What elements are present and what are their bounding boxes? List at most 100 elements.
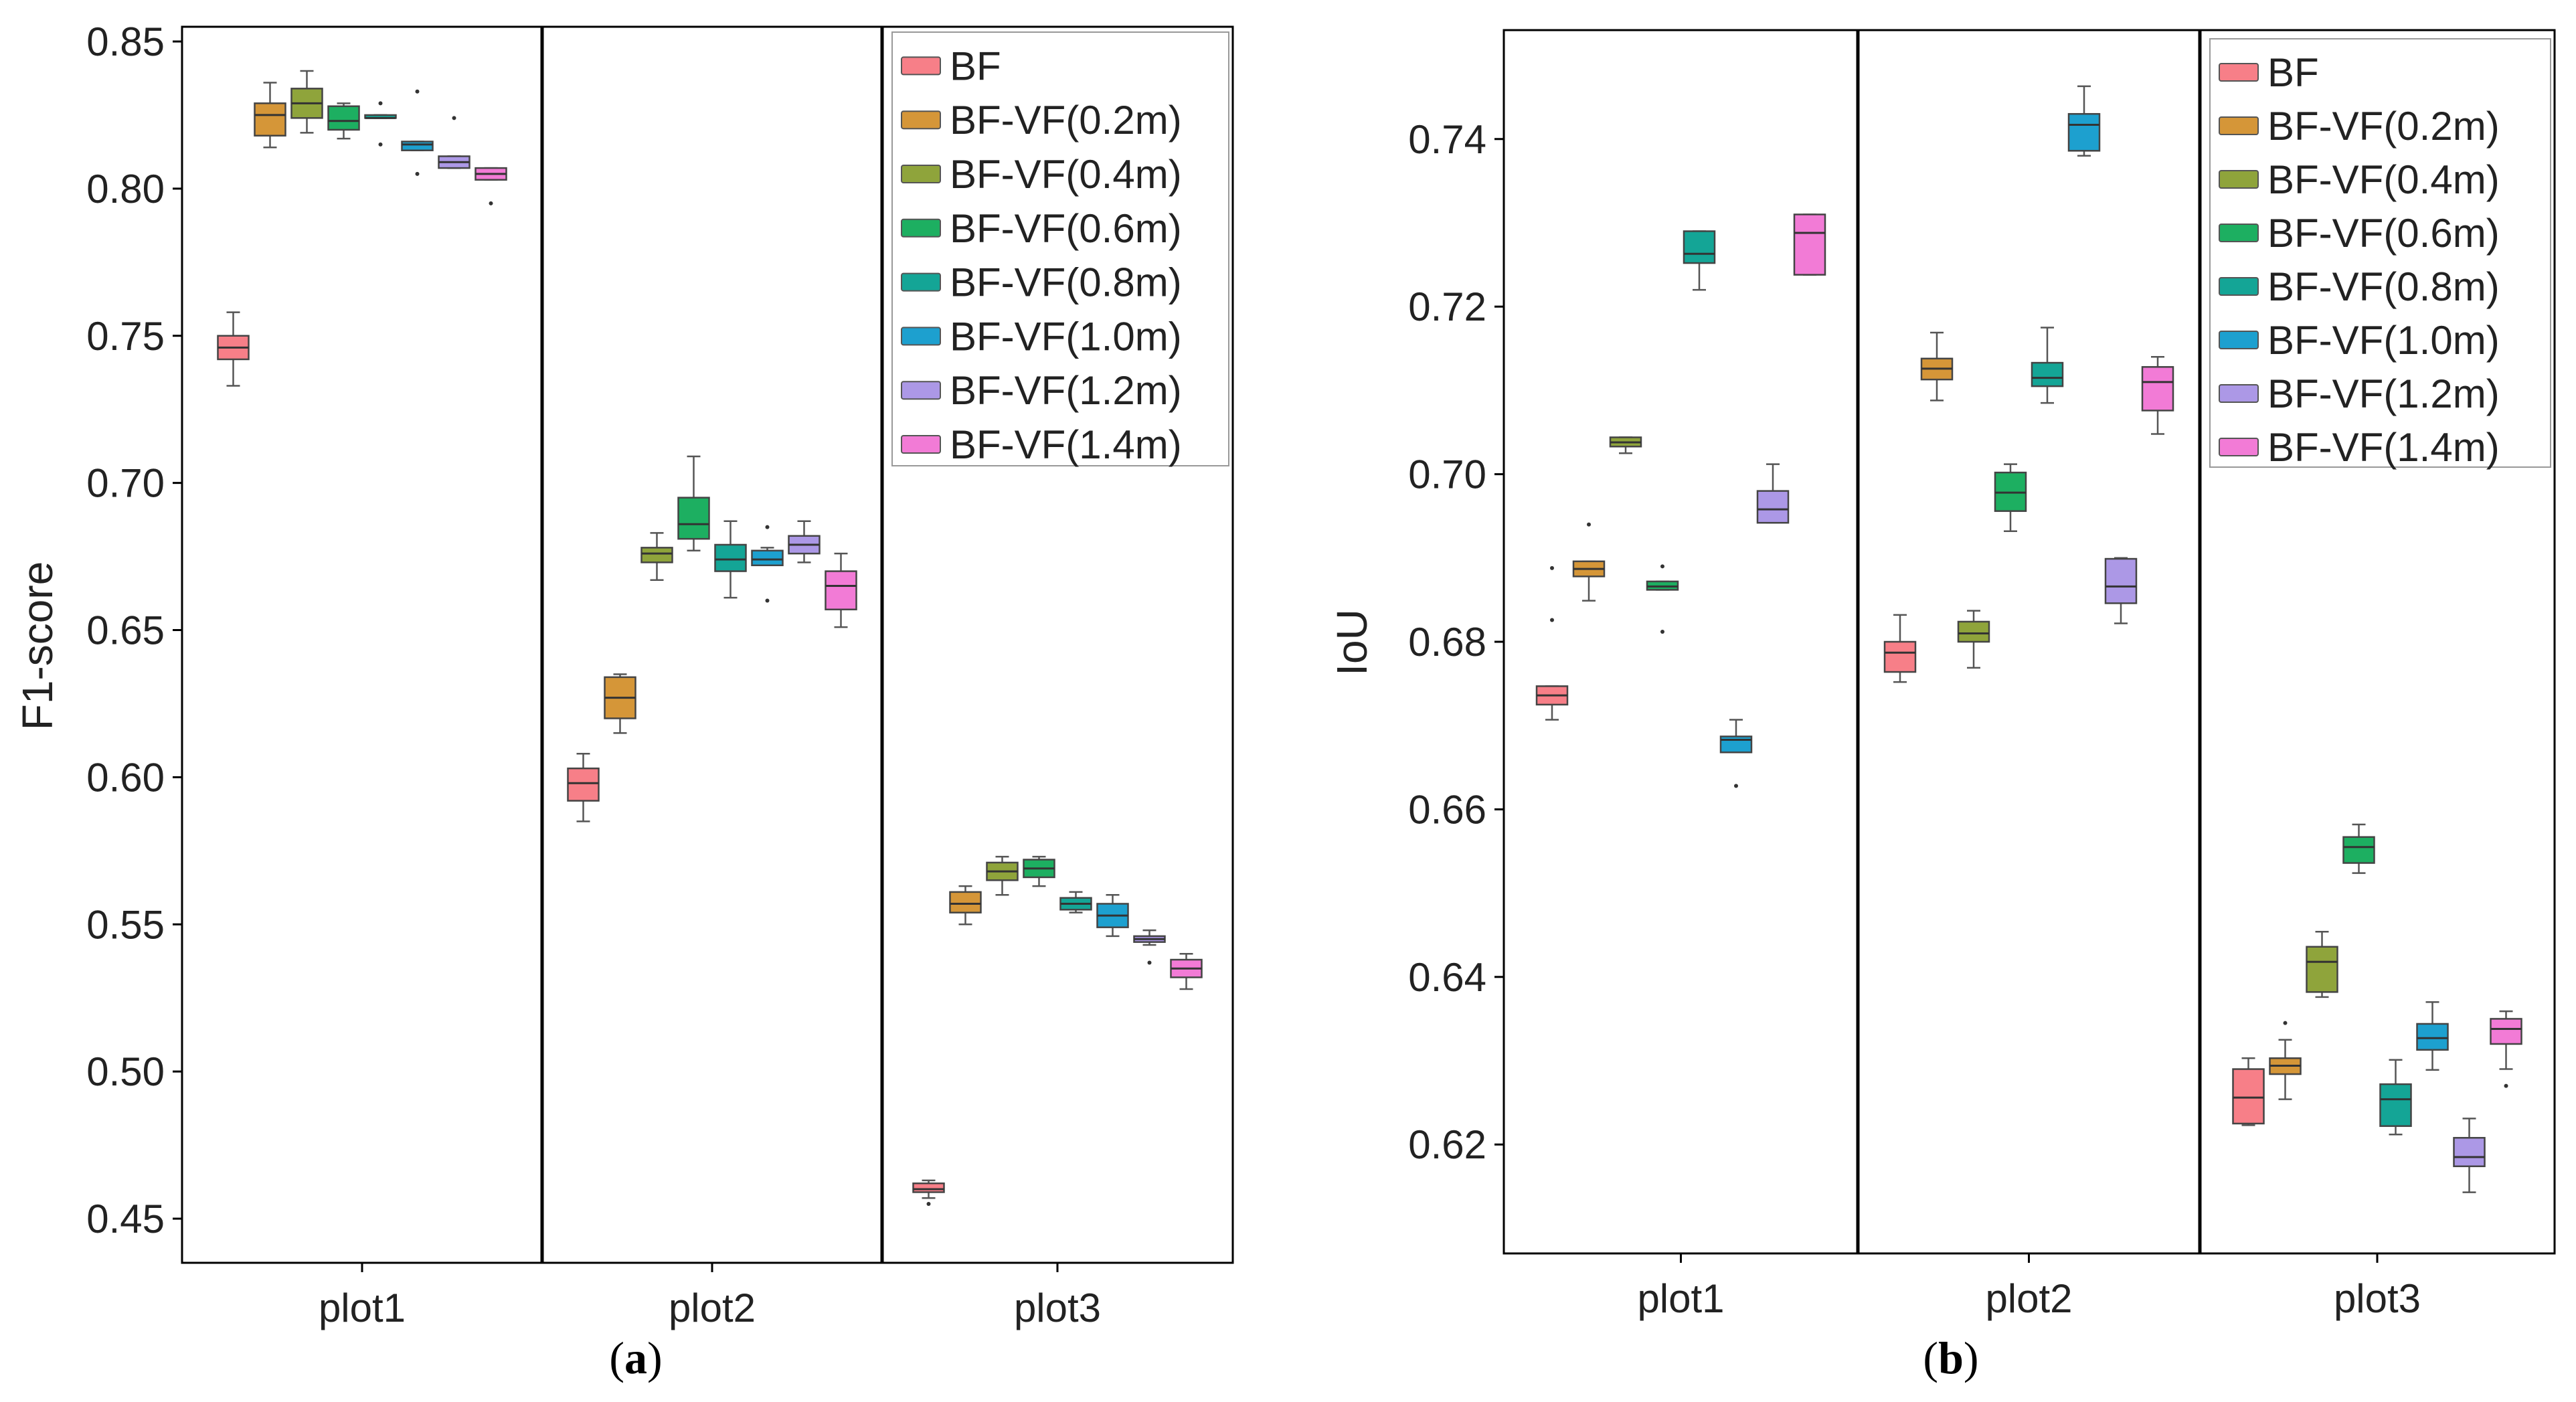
y-tick-label: 0.80: [86, 167, 165, 211]
box-iqr: [2141, 366, 2174, 412]
x-category-label-plot1: plot1: [319, 1286, 406, 1330]
boxplot-BF-plot3: [912, 1179, 945, 1207]
legend-swatch: [901, 56, 941, 76]
boxplot-BF-VF(1.2m)-plot1: [438, 116, 470, 169]
legend-swatch: [2219, 63, 2259, 82]
y-tick-label: 0.70: [86, 461, 165, 506]
box-iqr: [2453, 1136, 2486, 1168]
boxplot-BF-VF(0.4m)-plot1: [1609, 436, 1642, 454]
box-iqr: [2232, 1068, 2265, 1125]
y-tick-label: 0.70: [1408, 452, 1486, 497]
legend-swatch: [2219, 170, 2259, 189]
box-group-plot1: [1535, 213, 1826, 788]
legend-label: BF-VF(0.2m): [2267, 104, 2500, 149]
outlier-point: [378, 101, 383, 106]
x-category-label-plot1: plot1: [1637, 1276, 1724, 1321]
boxplot-BF-VF(0.4m)-plot3: [2306, 930, 2338, 998]
boxplot-BF-VF(0.6m)-plot3: [1023, 855, 1055, 887]
boxplot-BF-VF(1.0m)-plot3: [1096, 894, 1129, 938]
boxplot-BF-VF(1.4m)-plot3: [1170, 953, 1203, 990]
boxplot-BF-VF(0.2m)-plot3: [2269, 1021, 2302, 1100]
y-tick-label: 0.45: [86, 1197, 165, 1241]
y-tick-label: 0.85: [86, 19, 165, 64]
outlier-point: [1550, 565, 1554, 570]
box-iqr: [254, 102, 286, 137]
legend-item: BF-VF(0.6m): [901, 206, 1182, 251]
legend-swatch: [901, 381, 941, 400]
boxplot-BF-plot2: [567, 752, 600, 822]
boxplot-BF-VF(0.6m)-plot2: [1994, 463, 2027, 532]
legend-item: BF-VF(1.2m): [2219, 371, 2500, 416]
y-tick-label: 0.62: [1408, 1122, 1486, 1167]
box-iqr: [2416, 1023, 2449, 1051]
boxplot-BF-VF(0.6m)-plot2: [677, 455, 710, 552]
y-tick-label: 0.60: [86, 755, 165, 800]
box-iqr: [567, 767, 600, 802]
y-axis-title: IoU: [1328, 609, 1376, 676]
legend-label: BF-VF(1.4m): [950, 422, 1182, 467]
boxplot-BF-VF(1.0m)-plot3: [2416, 1001, 2449, 1071]
box-group-plot3: [912, 855, 1203, 1207]
boxplot-BF-VF(0.2m)-plot3: [949, 885, 982, 926]
legend-item: BF-VF(1.0m): [901, 314, 1182, 359]
boxplot-BF-VF(0.2m)-plot2: [1920, 331, 1954, 402]
panel-label-open: (: [1923, 1332, 1938, 1383]
outlier-point: [765, 525, 770, 529]
legend-item: BF: [2219, 50, 2319, 95]
box-iqr: [751, 549, 784, 567]
box-iqr: [401, 141, 434, 151]
box-group-plot3: [2232, 823, 2522, 1193]
x-category-label-plot3: plot3: [2334, 1276, 2421, 1321]
boxplot-BF-VF(0.6m)-plot1: [327, 102, 360, 140]
panel-label: (b): [1923, 1332, 1978, 1383]
legend-item: BF-VF(0.8m): [2219, 264, 2500, 309]
boxplot-BF-VF(1.2m)-plot1: [1756, 463, 1790, 524]
boxplot-BF-VF(0.8m)-plot3: [1059, 891, 1092, 913]
boxplot-BF-VF(1.2m)-plot3: [2453, 1118, 2486, 1193]
outlier-point: [2283, 1021, 2288, 1025]
outlier-point: [1660, 629, 1664, 634]
legend-swatch: [901, 435, 941, 454]
outlier-point: [452, 116, 456, 120]
outlier-point: [765, 598, 770, 603]
outlier-point: [1550, 618, 1554, 622]
legend-swatch: [2219, 116, 2259, 135]
legend-item: BF-VF(0.8m): [901, 260, 1182, 305]
outlier-point: [415, 171, 420, 176]
outlier-point: [1587, 522, 1591, 527]
box-iqr: [2067, 112, 2101, 152]
boxplot-BF-VF(1.4m)-plot3: [2490, 1010, 2522, 1088]
legend-label: BF-VF(0.6m): [2267, 211, 2500, 256]
legend-label: BF-VF(0.4m): [2267, 157, 2500, 202]
y-tick-label: 0.74: [1408, 117, 1486, 162]
box-iqr: [1883, 640, 1917, 673]
legend-swatch: [2219, 277, 2259, 296]
boxplot-BF-VF(1.0m)-plot1: [1719, 719, 1753, 788]
boxplot-BF-VF(1.2m)-plot3: [1133, 929, 1166, 965]
y-axis: 0.62 0.64 0.66 0.68 0.70 0.72 0.74: [1408, 117, 1504, 1167]
box-iqr: [1756, 490, 1790, 524]
legend-label: BF-VF(0.4m): [950, 152, 1182, 197]
box-group-plot2: [1883, 85, 2174, 683]
plot-frame: [181, 25, 1234, 1264]
boxplot-BF-VF(1.2m)-plot2: [2104, 557, 2138, 624]
boxplot-BF-VF(0.8m)-plot3: [2379, 1059, 2412, 1136]
legend-swatch: [2219, 438, 2259, 456]
legend-item: BF-VF(1.2m): [901, 368, 1182, 413]
boxplot-BF-VF(1.2m)-plot2: [788, 520, 821, 563]
legend-item: BF: [901, 43, 1001, 88]
legend-swatch: [901, 165, 941, 183]
box-iqr: [677, 497, 710, 540]
y-tick-label: 0.65: [86, 608, 165, 653]
box-iqr: [2306, 946, 2338, 993]
legend-label: BF: [950, 43, 1001, 88]
box-iqr: [714, 543, 747, 572]
legend-swatch: [901, 327, 941, 346]
boxplot-BF-plot1: [1535, 565, 1569, 721]
box-group-plot1: [217, 70, 507, 387]
legend: BF BF-VF(0.2m) BF-VF(0.4m) BF-VF(0.6m) BF-VF…: [891, 31, 1229, 467]
boxplot-BF-VF(0.2m)-plot2: [604, 673, 636, 734]
box-iqr: [949, 891, 982, 913]
x-category-label-plot2: plot2: [1985, 1276, 2072, 1321]
